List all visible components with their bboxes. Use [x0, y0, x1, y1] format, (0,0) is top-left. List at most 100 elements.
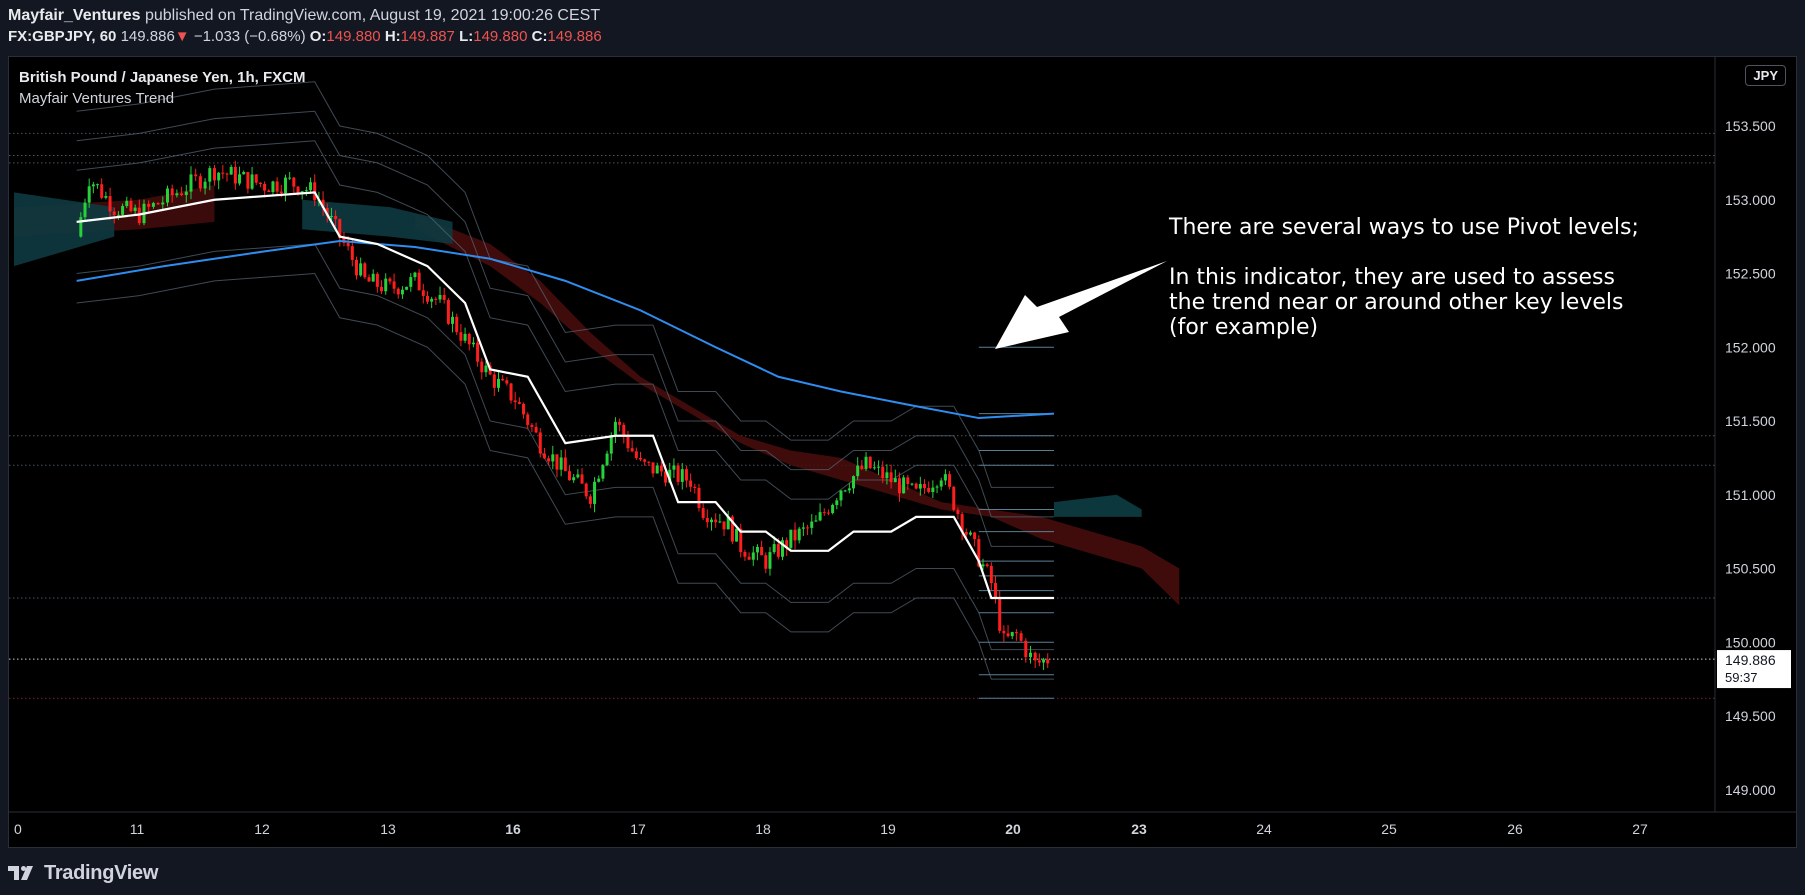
- candle-body: [250, 174, 254, 189]
- candle-body: [217, 172, 221, 181]
- author-name[interactable]: Mayfair_Ventures: [8, 7, 141, 24]
- time-tick-label: 26: [1507, 821, 1523, 837]
- candle-body: [831, 504, 835, 514]
- candle-body: [459, 332, 463, 341]
- candle-body: [730, 516, 734, 542]
- candle-body: [1046, 659, 1050, 664]
- time-tick-label: 20: [1005, 821, 1021, 837]
- price-tick-label: 149.000: [1725, 782, 1776, 798]
- ohlc-bar: FX:GBPJPY, 60 149.886▼ −1.033 (−0.68%) O…: [8, 27, 1797, 47]
- price-tick-label: 150.500: [1725, 561, 1776, 577]
- candle-body: [83, 202, 87, 218]
- candle-body: [801, 527, 805, 529]
- candle-body: [994, 583, 998, 598]
- trend-band-line: [76, 272, 1054, 680]
- candle-body: [860, 465, 864, 469]
- symbol-label: FX:GBPJPY, 60: [8, 28, 117, 45]
- candle-body: [296, 186, 300, 195]
- last-price-tag: [1717, 650, 1791, 689]
- candle-body: [170, 188, 174, 196]
- indicator-name[interactable]: Mayfair Ventures Trend: [19, 90, 175, 107]
- time-tick-label: 25: [1381, 821, 1397, 837]
- candle-body: [442, 295, 446, 300]
- candle-body: [760, 546, 764, 556]
- candle-body: [392, 281, 396, 289]
- candle-body: [822, 512, 826, 514]
- candle-body: [843, 490, 847, 492]
- time-tick-label: 12: [254, 821, 270, 837]
- candle-body: [258, 182, 262, 185]
- last-price-label: 149.886: [1725, 652, 1776, 668]
- trend-band-line: [76, 110, 1054, 518]
- candle-body: [125, 200, 129, 207]
- candle-body: [288, 177, 292, 179]
- candle-body: [229, 166, 233, 175]
- candle-body: [768, 552, 772, 569]
- last-price: 149.886: [120, 28, 175, 45]
- price-tick-label: 153.000: [1725, 192, 1776, 208]
- candle-body: [676, 465, 680, 482]
- candle-body: [547, 458, 551, 462]
- time-tick-label: 18: [755, 821, 771, 837]
- candle-body: [184, 191, 188, 196]
- candle-body: [271, 181, 275, 193]
- candle-body: [421, 290, 425, 296]
- chart-pane[interactable]: 153.500 153.000 152.500 152.000 151.500 151.0…: [8, 56, 1797, 848]
- candle-body: [680, 469, 684, 482]
- time-tick-label: 11: [130, 821, 145, 837]
- trend-line: [76, 191, 1054, 600]
- candle-body: [864, 456, 868, 469]
- candle-body: [755, 546, 759, 553]
- chart-legend: British Pound / Japanese Yen, 1h, FXCM M…: [19, 67, 305, 109]
- candle-body: [380, 286, 384, 292]
- price-tick-label: 149.500: [1725, 708, 1776, 724]
- time-tick-label: 17: [630, 821, 646, 837]
- candle-body: [622, 424, 626, 437]
- candle-body: [881, 466, 885, 479]
- candle-body: [989, 565, 993, 584]
- candle-body: [1014, 632, 1018, 634]
- candle-body: [655, 465, 659, 474]
- candle-body: [588, 496, 592, 504]
- high-label: H:: [384, 28, 401, 45]
- candle-body: [121, 206, 125, 215]
- bullish-cloud-future: [1053, 494, 1142, 517]
- candle-body: [580, 474, 584, 484]
- candle-body: [129, 200, 133, 212]
- candle-body: [325, 207, 329, 217]
- candle-body: [902, 477, 906, 494]
- published-text: published on TradingView.com, August 19,…: [144, 7, 601, 24]
- candle-body: [563, 457, 567, 472]
- publish-info: Mayfair_Ventures published on TradingVie…: [8, 6, 1797, 26]
- candle-body: [964, 532, 968, 535]
- annotation-text: There are several ways to use Pivot leve…: [1169, 215, 1649, 365]
- candle-body: [630, 448, 634, 452]
- currency-badge[interactable]: JPY: [1745, 65, 1786, 86]
- candle-body: [388, 278, 392, 282]
- candle-body: [161, 202, 165, 205]
- candle-body: [526, 414, 530, 425]
- candle-body: [597, 478, 601, 482]
- candle-body: [785, 540, 789, 548]
- candle-body: [923, 483, 927, 488]
- candle-body: [375, 273, 379, 287]
- candle-body: [275, 181, 279, 192]
- candle-body: [116, 214, 120, 216]
- price-chart[interactable]: 153.500 153.000 152.500 152.000 151.500 151.0…: [9, 57, 1796, 847]
- candle-body: [1024, 640, 1028, 658]
- candle-body: [576, 474, 580, 478]
- candle-body: [409, 277, 413, 287]
- candle-body: [91, 184, 95, 187]
- candle-body: [697, 487, 701, 509]
- trend-band-line: [76, 81, 1054, 488]
- candle-body: [430, 298, 434, 302]
- candle-body: [810, 521, 814, 528]
- candle-body: [668, 469, 672, 483]
- candle-body: [856, 465, 860, 477]
- candle-body: [283, 177, 287, 194]
- candle-body: [133, 207, 137, 212]
- candle-body: [147, 203, 151, 207]
- candle-body: [852, 476, 856, 489]
- candle-body: [359, 263, 363, 276]
- candle-body: [743, 552, 747, 557]
